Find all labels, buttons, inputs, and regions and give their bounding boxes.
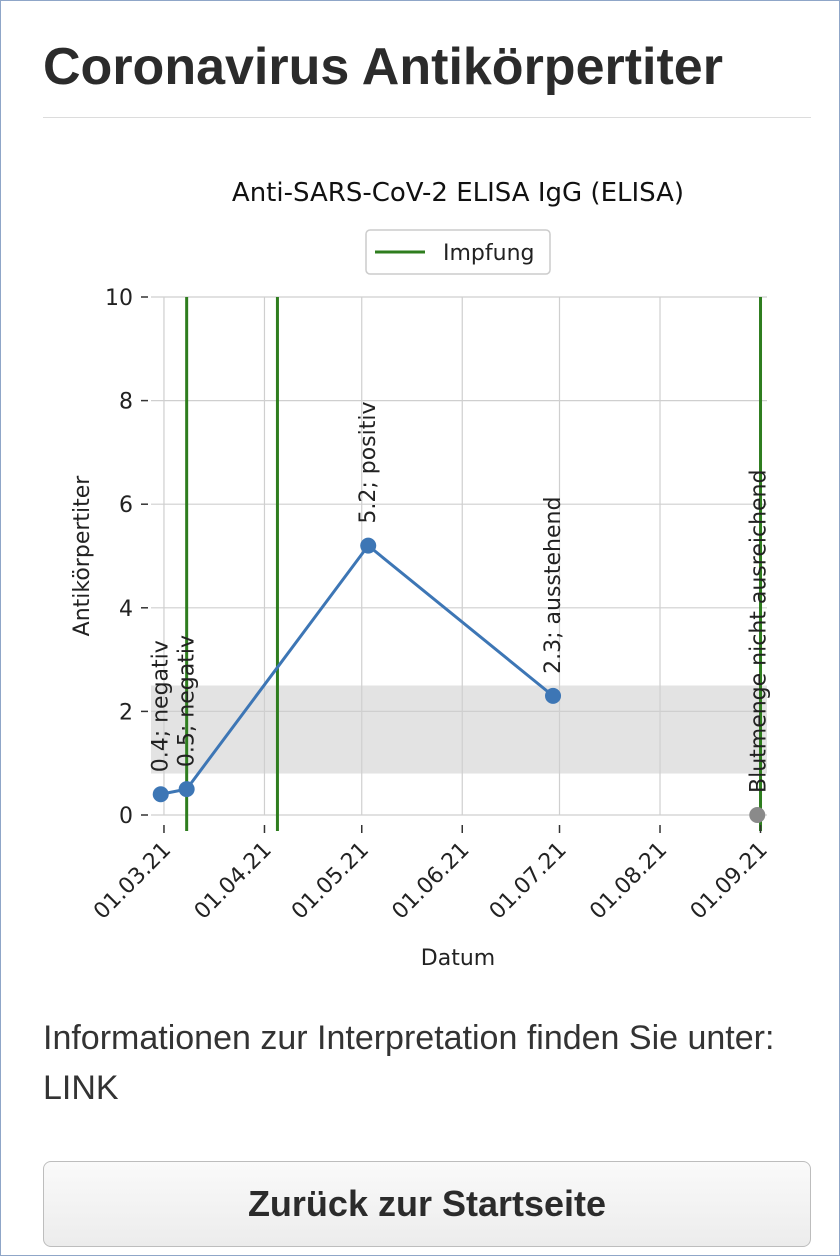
y-tick-label: 0 [119,804,133,829]
data-point [545,687,562,704]
y-tick-label: 4 [119,597,133,622]
x-tick-label: 01.07.21 [485,838,572,925]
data-point [152,786,169,803]
data-point-label: 2.3; ausstehend [541,497,566,674]
data-point-label: 0.4; negativ [149,640,174,772]
x-tick-label: 01.08.21 [585,838,672,925]
page-title: Coronavirus Antikörpertiter [43,38,723,96]
x-axis-label: Datum [421,946,495,971]
x-tick-label: 01.06.21 [388,838,475,925]
title-divider [43,117,811,118]
missing-data-point [749,807,766,823]
reference-band [151,685,767,774]
legend-impfung-label: Impfung [443,241,534,266]
data-point [360,537,377,554]
antibody-chart: 0 2 4 6 8 10 01.03.21 01.04.21 01.05.21 01.06.21 0… [1,161,840,981]
interpretation-info: Informationen zur Interpretation finden … [43,1019,775,1107]
y-tick-label: 8 [119,390,133,415]
y-axis-label: Antikörpertiter [70,475,95,637]
x-tick-label: 01.05.21 [287,838,374,925]
chart-title: Anti-SARS-CoV-2 ELISA IgG (ELISA) [232,178,684,208]
x-tick-label: 01.04.21 [190,838,277,925]
back-to-home-button[interactable]: Zurück zur Startseite [43,1161,811,1247]
missing-point-label: Blutmenge nicht ausreichend [746,470,771,793]
data-point-label: 5.2; positiv [356,401,381,523]
y-tick-label: 6 [119,493,133,518]
y-tick-label: 2 [119,700,133,725]
legend-box [365,229,551,275]
data-point [178,781,195,798]
y-tick-label: 10 [105,286,133,311]
titer-series-line [160,543,554,796]
data-point-label: 0.5; negativ [175,635,200,767]
x-tick-label: 01.09.21 [686,838,773,925]
x-tick-label: 01.03.21 [89,838,176,925]
